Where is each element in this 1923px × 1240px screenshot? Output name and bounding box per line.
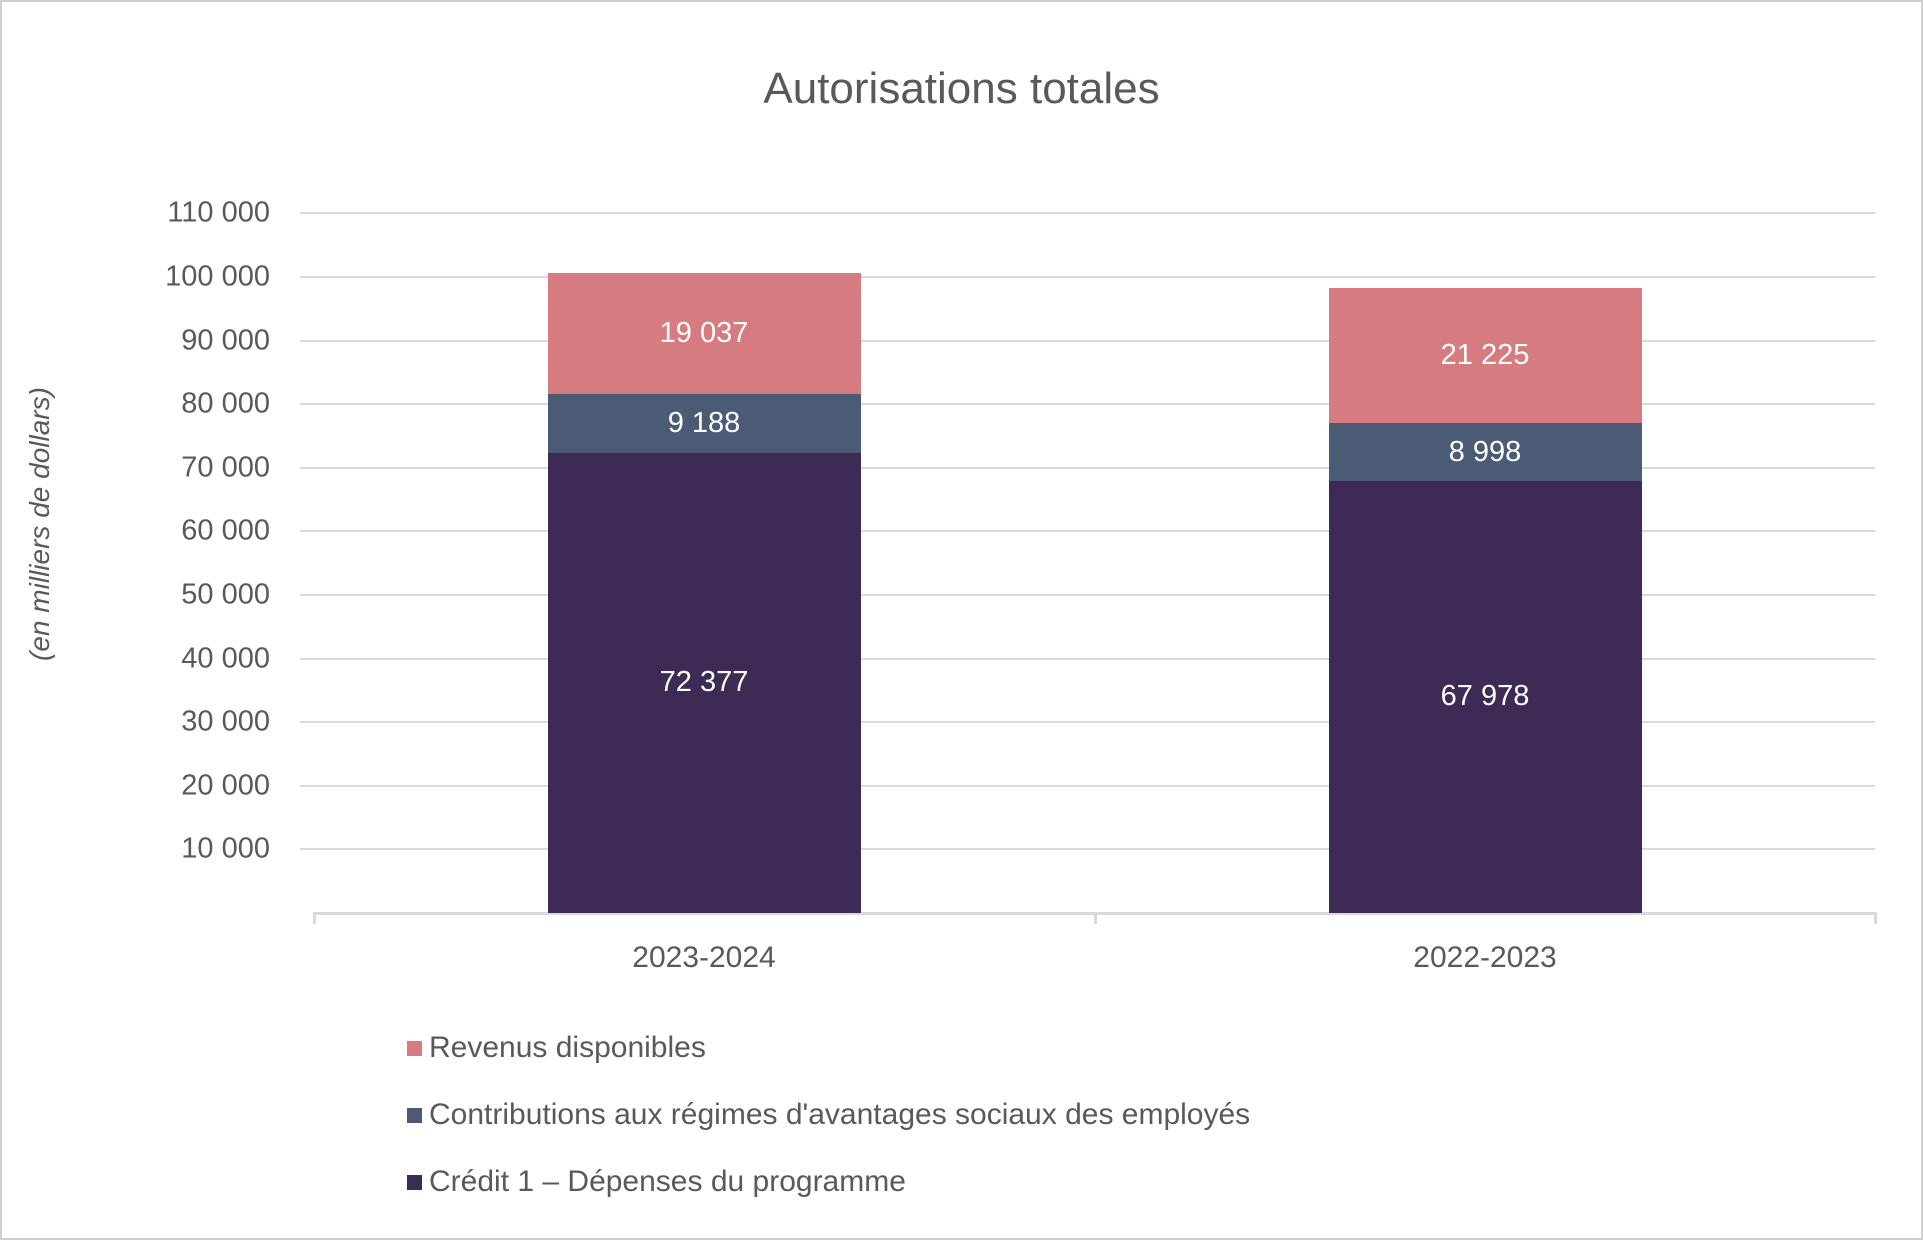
x-axis-tick-mark <box>313 912 316 924</box>
y-axis-tick-label: 20 000 <box>181 769 270 802</box>
bar-data-label: 67 978 <box>1440 680 1530 713</box>
gridline <box>314 784 1875 787</box>
x-axis-tick-mark <box>1874 912 1877 924</box>
bar-segment: 67 978 <box>1328 480 1642 913</box>
y-axis-tick-mark <box>300 721 314 724</box>
chart-title: Autorisations totales <box>763 64 1160 113</box>
bar-segment: 72 377 <box>547 452 861 913</box>
y-axis-tick-mark <box>300 530 314 533</box>
x-axis-category-label: 2023-2024 <box>632 941 776 974</box>
y-axis-tick-mark <box>300 657 314 660</box>
legend-item: Crédit 1 – Dépenses du programme <box>407 1164 1250 1200</box>
bar-segment: 8 998 <box>1328 423 1642 481</box>
y-axis-tick-label: 70 000 <box>181 451 270 484</box>
y-axis-tick-mark <box>300 848 314 851</box>
y-axis-tick-mark <box>300 403 314 406</box>
legend-swatch-icon <box>407 1107 422 1123</box>
legend-swatch-icon <box>407 1040 422 1056</box>
gridline <box>314 721 1875 724</box>
y-axis-tick-label: 100 000 <box>165 260 270 293</box>
legend-item: Revenus disponibles <box>407 1030 1250 1066</box>
y-axis-tick-label: 110 000 <box>167 196 270 229</box>
y-axis-tick-label: 10 000 <box>181 832 270 865</box>
bar-data-label: 8 998 <box>1448 435 1522 468</box>
legend-item: Contributions aux régimes d'avantages so… <box>407 1097 1250 1133</box>
y-axis-tick-mark <box>300 784 314 787</box>
y-axis-tick-mark <box>300 212 314 215</box>
gridline <box>314 466 1875 469</box>
y-axis-tick-mark <box>300 276 314 278</box>
gridline <box>314 848 1875 851</box>
bar-data-label: 19 037 <box>659 317 749 350</box>
y-axis-tick-mark <box>300 466 314 469</box>
gridline <box>314 657 1875 660</box>
legend-label: Revenus disponibles <box>429 1031 706 1064</box>
bar-segment: 9 188 <box>547 394 861 453</box>
y-axis-tick-mark <box>300 594 314 596</box>
bar-data-label: 9 188 <box>667 406 741 439</box>
y-axis-tick-mark <box>300 339 314 342</box>
bar-segment: 19 037 <box>547 273 861 395</box>
legend-label: Crédit 1 – Dépenses du programme <box>429 1165 906 1198</box>
bar-data-label: 72 377 <box>659 666 749 699</box>
y-axis-tick-label: 90 000 <box>181 324 270 357</box>
y-axis-tick-label: 60 000 <box>181 514 270 547</box>
gridline <box>314 403 1875 406</box>
gridline <box>314 276 1875 278</box>
gridline <box>314 594 1875 596</box>
bar-segment: 21 225 <box>1328 288 1642 424</box>
x-axis-category-label: 2022-2023 <box>1413 941 1557 974</box>
y-axis-tick-label: 50 000 <box>181 578 270 611</box>
bar-data-label: 21 225 <box>1440 339 1530 372</box>
legend-label: Contributions aux régimes d'avantages so… <box>429 1098 1251 1131</box>
legend: Revenus disponibles Contributions aux rég… <box>407 1030 1250 1231</box>
gridline <box>314 212 1875 215</box>
y-axis-title: (en milliers de dollars) <box>24 387 55 661</box>
y-axis-tick-label: 30 000 <box>181 705 270 738</box>
x-axis-tick-mark <box>1093 912 1097 924</box>
gridline <box>314 339 1875 342</box>
y-axis-tick-label: 40 000 <box>181 642 270 675</box>
gridline <box>314 530 1875 533</box>
y-axis-tick-label: 80 000 <box>181 387 270 420</box>
legend-swatch-icon <box>407 1174 422 1190</box>
